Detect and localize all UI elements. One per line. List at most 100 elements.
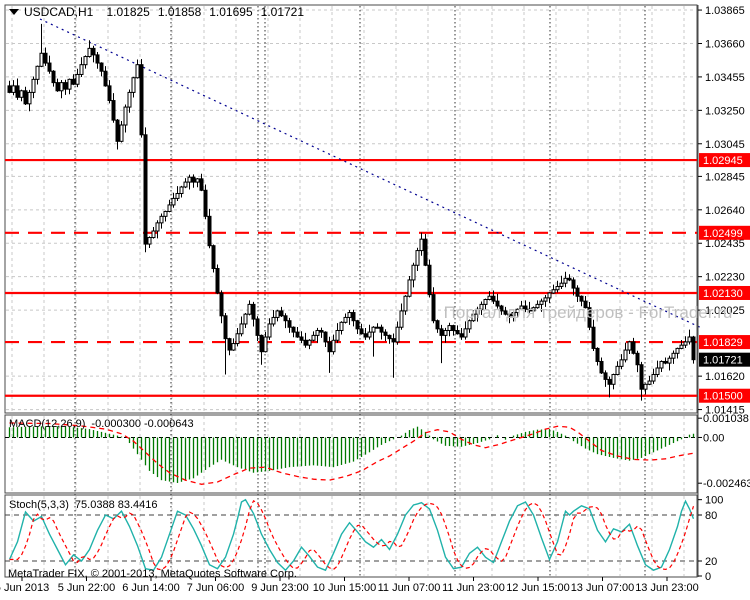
candle-body bbox=[35, 65, 40, 80]
macd-name: MACD(12,26,9) bbox=[9, 418, 85, 430]
candle-body bbox=[119, 124, 124, 142]
time-tick-label: 7 Jun 06:00 bbox=[187, 582, 245, 594]
level-price-badge[interactable] bbox=[699, 335, 750, 350]
candle-body bbox=[507, 313, 512, 317]
candle-body bbox=[431, 294, 436, 322]
candlestick-series bbox=[7, 23, 696, 401]
stoch-panel bbox=[4, 494, 698, 578]
candle-body bbox=[615, 365, 620, 376]
time-tick-label: 6 Jun 14:00 bbox=[122, 582, 180, 594]
candle-body bbox=[587, 307, 592, 328]
symbol-dropdown-icon[interactable] bbox=[9, 9, 19, 15]
candle-body bbox=[295, 331, 300, 338]
candle-body bbox=[611, 374, 616, 385]
price-tick-label: 1.02845 bbox=[705, 171, 745, 183]
candle-body bbox=[543, 297, 548, 302]
macd-label: MACD(12,26,9) -0.000300 -0.000643 bbox=[9, 418, 194, 430]
candle-body bbox=[451, 325, 456, 331]
candle-body bbox=[603, 372, 608, 380]
price-tick-label: 1.03865 bbox=[705, 5, 745, 17]
price-tick-label: 1.02640 bbox=[705, 205, 745, 217]
level-price-badge[interactable] bbox=[699, 153, 750, 168]
candle-body bbox=[259, 334, 264, 353]
candle-body bbox=[523, 305, 528, 310]
symbol-label: USDCAD,H1 bbox=[24, 5, 94, 19]
stoch-axis-label: 80 bbox=[705, 510, 717, 522]
price-badge-label: 1.02130 bbox=[703, 288, 743, 300]
candle-body bbox=[459, 333, 464, 338]
macd-axis-label: 0.00 bbox=[703, 432, 724, 444]
candle-body bbox=[215, 268, 220, 294]
candle-body bbox=[367, 331, 372, 338]
candle-body bbox=[607, 378, 612, 385]
trendline-layer[interactable] bbox=[39, 18, 701, 328]
stoch-values: 75.0388 83.4416 bbox=[75, 499, 158, 511]
stoch-name: Stoch(5,3,3) bbox=[9, 499, 69, 511]
level-price-badge[interactable] bbox=[699, 388, 750, 403]
candle-body bbox=[335, 329, 340, 341]
candle-body bbox=[511, 312, 516, 317]
price-badge-label: 1.02499 bbox=[703, 228, 743, 240]
candle-body bbox=[219, 292, 224, 317]
candle-body bbox=[627, 341, 632, 351]
candle-body bbox=[71, 78, 76, 85]
candle-body bbox=[191, 176, 196, 183]
grid-layer bbox=[6, 6, 696, 576]
time-tick-label: 5 Jun 2013 bbox=[0, 582, 49, 594]
candle-body bbox=[279, 310, 284, 317]
candle-body bbox=[515, 308, 520, 314]
main-price-panel bbox=[4, 4, 698, 414]
candle-body bbox=[355, 320, 360, 330]
candle-body bbox=[387, 334, 392, 340]
candle-body bbox=[359, 328, 364, 335]
horizontal-level-lines[interactable] bbox=[5, 158, 697, 397]
candle-body bbox=[347, 312, 352, 318]
time-tick-label: 9 Jun 23:00 bbox=[251, 582, 309, 594]
candle-body bbox=[275, 310, 280, 318]
candle-body bbox=[683, 341, 688, 346]
candle-body bbox=[419, 238, 424, 252]
candle-body bbox=[691, 336, 696, 361]
candle-body bbox=[267, 323, 272, 338]
candle-body bbox=[567, 277, 572, 281]
level-price-badge[interactable] bbox=[699, 225, 750, 240]
candle-body bbox=[407, 279, 412, 297]
candle-body bbox=[291, 326, 296, 333]
stoch-k-line bbox=[8, 498, 695, 572]
candle-body bbox=[67, 78, 72, 90]
candle-body bbox=[535, 303, 540, 309]
candle-body bbox=[363, 333, 368, 338]
candle-body bbox=[95, 54, 100, 64]
candle-body bbox=[195, 178, 200, 183]
candle-body bbox=[483, 299, 488, 305]
level-price-badge[interactable] bbox=[699, 285, 750, 300]
stoch-d-line bbox=[9, 499, 695, 571]
candle-body bbox=[327, 341, 332, 353]
candle-body bbox=[443, 329, 448, 336]
candle-body bbox=[579, 295, 584, 302]
candle-body bbox=[179, 186, 184, 195]
candle-body bbox=[631, 341, 636, 354]
candle-body bbox=[395, 326, 400, 343]
candle-body bbox=[123, 106, 128, 126]
candle-body bbox=[583, 300, 588, 309]
candle-body bbox=[423, 238, 428, 266]
candle-body bbox=[467, 320, 472, 330]
descending-trendline[interactable] bbox=[39, 18, 701, 328]
ohlc-open: 1.01825 bbox=[106, 5, 150, 19]
candle-body bbox=[19, 90, 24, 98]
candle-body bbox=[159, 215, 164, 224]
candle-body bbox=[547, 292, 552, 299]
time-tick-label: 10 Jun 15:00 bbox=[313, 582, 377, 594]
candle-body bbox=[307, 339, 312, 346]
candle-body bbox=[315, 329, 320, 336]
candle-body bbox=[155, 222, 160, 232]
candle-body bbox=[227, 338, 232, 351]
candle-body bbox=[403, 295, 408, 312]
candle-body bbox=[319, 329, 324, 333]
current-price-badge[interactable] bbox=[699, 352, 750, 367]
candle-body bbox=[687, 336, 692, 343]
time-tick-label: 5 Jun 22:00 bbox=[58, 582, 116, 594]
candle-body bbox=[563, 277, 568, 284]
